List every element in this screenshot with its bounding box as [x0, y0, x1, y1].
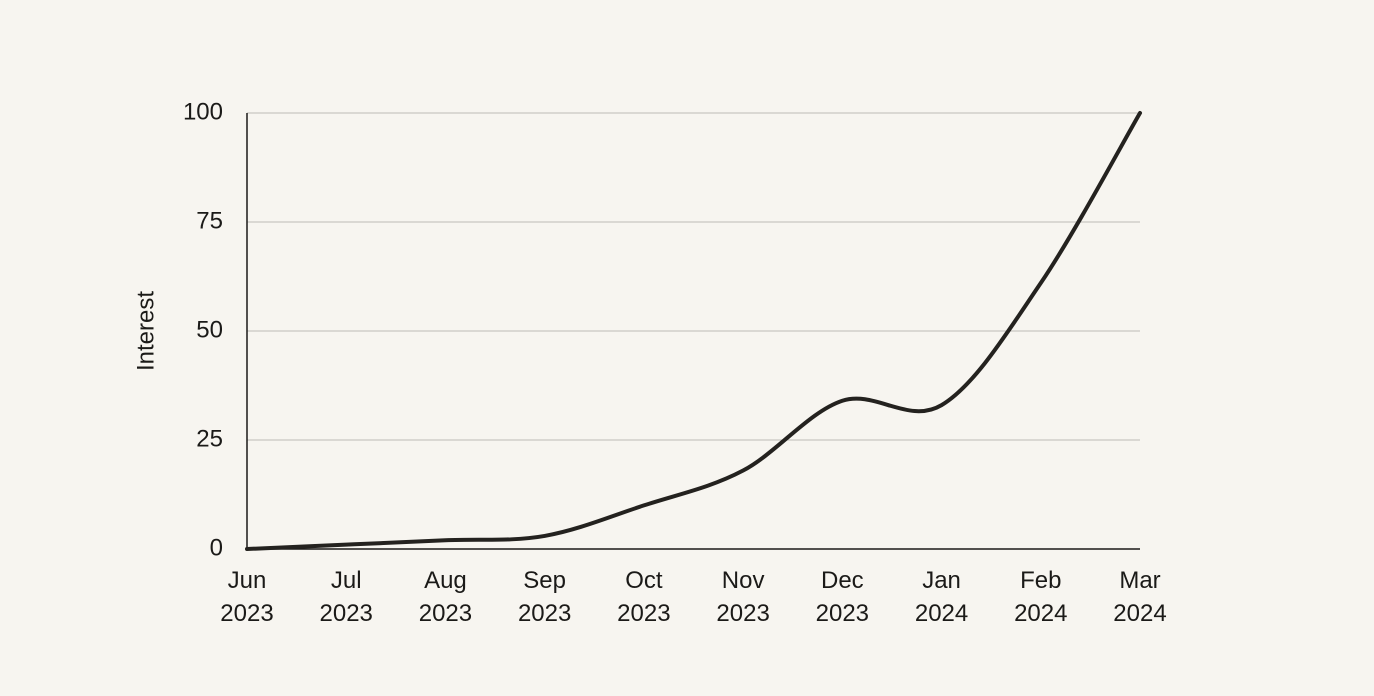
- x-tick-label: Jul 2023: [319, 567, 373, 627]
- y-tick-label: 50: [196, 316, 223, 343]
- x-tick-label: Feb 2024: [1014, 567, 1068, 627]
- x-tick-label: Jan 2024: [914, 567, 969, 627]
- y-tick-label: 0: [210, 534, 223, 561]
- x-tick-label: Mar 2024: [1113, 567, 1167, 627]
- x-tick-label: Aug 2023: [418, 567, 473, 627]
- x-tick-label: Dec 2023: [815, 567, 870, 627]
- x-tick-label: Sep 2023: [517, 567, 572, 627]
- x-tick-label: Oct 2023: [617, 567, 671, 627]
- y-axis-label: Interest: [132, 291, 159, 371]
- x-tick-label: Nov 2023: [716, 567, 770, 627]
- y-tick-label: 100: [183, 98, 223, 125]
- x-tick-label: Jun 2023: [220, 567, 274, 627]
- line: [245, 111, 1142, 551]
- y-tick-label: 25: [196, 425, 223, 452]
- y-tick-label: 75: [196, 207, 223, 234]
